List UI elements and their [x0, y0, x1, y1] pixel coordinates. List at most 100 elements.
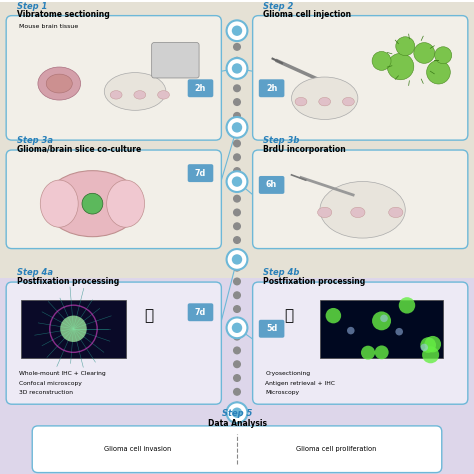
Circle shape [234, 127, 240, 133]
Text: Glioma/brain slice co-culture: Glioma/brain slice co-culture [17, 145, 141, 154]
FancyBboxPatch shape [152, 43, 199, 78]
Circle shape [427, 60, 450, 84]
FancyBboxPatch shape [253, 282, 468, 404]
Circle shape [234, 319, 240, 326]
Ellipse shape [134, 91, 146, 99]
Circle shape [234, 347, 240, 354]
Circle shape [422, 346, 439, 363]
Circle shape [227, 402, 247, 423]
Circle shape [234, 112, 240, 119]
Circle shape [395, 328, 403, 336]
Text: Step 4a: Step 4a [17, 268, 53, 277]
Circle shape [232, 176, 242, 187]
FancyBboxPatch shape [6, 16, 221, 140]
Circle shape [234, 209, 240, 216]
Ellipse shape [107, 180, 145, 227]
Circle shape [234, 361, 240, 367]
Ellipse shape [295, 97, 307, 106]
Text: Postfixation processing: Postfixation processing [263, 277, 365, 286]
Text: 3D reconstruction: 3D reconstruction [19, 390, 73, 395]
Circle shape [234, 292, 240, 299]
Circle shape [232, 122, 242, 133]
Ellipse shape [318, 207, 332, 218]
Text: Data Analysis: Data Analysis [208, 419, 266, 428]
Text: Microscopy: Microscopy [265, 390, 300, 395]
Circle shape [375, 346, 389, 359]
Circle shape [425, 336, 441, 352]
FancyBboxPatch shape [188, 164, 213, 182]
Circle shape [396, 37, 415, 55]
Text: 2h: 2h [195, 84, 206, 93]
Circle shape [234, 402, 240, 409]
Circle shape [234, 251, 240, 257]
Polygon shape [0, 2, 474, 278]
Circle shape [234, 389, 240, 395]
Circle shape [234, 278, 240, 285]
Circle shape [372, 311, 391, 330]
Circle shape [234, 223, 240, 229]
Circle shape [232, 408, 242, 418]
Text: BrdU incorporation: BrdU incorporation [263, 145, 346, 154]
Text: 🔬: 🔬 [284, 309, 294, 324]
Text: Glioma cell proliferation: Glioma cell proliferation [296, 446, 377, 452]
Circle shape [414, 43, 435, 64]
Circle shape [60, 316, 87, 342]
Text: Vibratome sectioning: Vibratome sectioning [17, 10, 109, 19]
FancyBboxPatch shape [259, 79, 284, 97]
Ellipse shape [320, 182, 405, 238]
Text: 🔬: 🔬 [145, 309, 154, 324]
Ellipse shape [45, 171, 140, 237]
Ellipse shape [38, 67, 81, 100]
Circle shape [227, 318, 247, 338]
Text: 2h: 2h [266, 84, 277, 93]
Circle shape [234, 182, 240, 188]
FancyBboxPatch shape [21, 300, 126, 358]
Ellipse shape [342, 97, 355, 106]
Text: Cryosectioning: Cryosectioning [265, 371, 310, 376]
Circle shape [399, 297, 415, 314]
Text: Step 1: Step 1 [17, 2, 47, 11]
Circle shape [232, 26, 242, 36]
Circle shape [326, 308, 341, 323]
FancyBboxPatch shape [320, 300, 443, 358]
Circle shape [234, 154, 240, 161]
FancyBboxPatch shape [259, 320, 284, 337]
Ellipse shape [46, 74, 72, 93]
Circle shape [227, 58, 247, 79]
Circle shape [234, 30, 240, 36]
Circle shape [387, 54, 414, 80]
Circle shape [234, 306, 240, 312]
Circle shape [420, 337, 436, 353]
Ellipse shape [40, 180, 78, 227]
Text: 6h: 6h [266, 181, 277, 190]
Circle shape [227, 117, 247, 138]
Ellipse shape [292, 77, 358, 119]
FancyBboxPatch shape [188, 79, 213, 97]
Text: Glioma cell injection: Glioma cell injection [263, 10, 351, 19]
Text: Confocal microscopy: Confocal microscopy [19, 381, 82, 386]
Circle shape [232, 63, 242, 73]
Circle shape [435, 47, 452, 64]
Ellipse shape [389, 207, 403, 218]
Text: 7d: 7d [195, 169, 206, 178]
Circle shape [234, 168, 240, 174]
Circle shape [232, 254, 242, 264]
Circle shape [372, 52, 391, 70]
FancyBboxPatch shape [6, 282, 221, 404]
Circle shape [380, 315, 388, 322]
Circle shape [234, 237, 240, 243]
Ellipse shape [104, 73, 166, 110]
Ellipse shape [157, 91, 170, 99]
Circle shape [234, 375, 240, 381]
Text: Step 5: Step 5 [222, 410, 252, 419]
Text: Step 4b: Step 4b [263, 268, 300, 277]
Circle shape [420, 344, 428, 351]
Circle shape [234, 333, 240, 340]
Text: Whole-mount IHC + Clearing: Whole-mount IHC + Clearing [19, 371, 106, 376]
Ellipse shape [351, 207, 365, 218]
Text: Glioma cell invasion: Glioma cell invasion [104, 446, 171, 452]
Text: 5d: 5d [266, 324, 277, 333]
FancyBboxPatch shape [253, 16, 468, 140]
Polygon shape [0, 278, 474, 474]
Text: Step 2: Step 2 [263, 2, 293, 11]
